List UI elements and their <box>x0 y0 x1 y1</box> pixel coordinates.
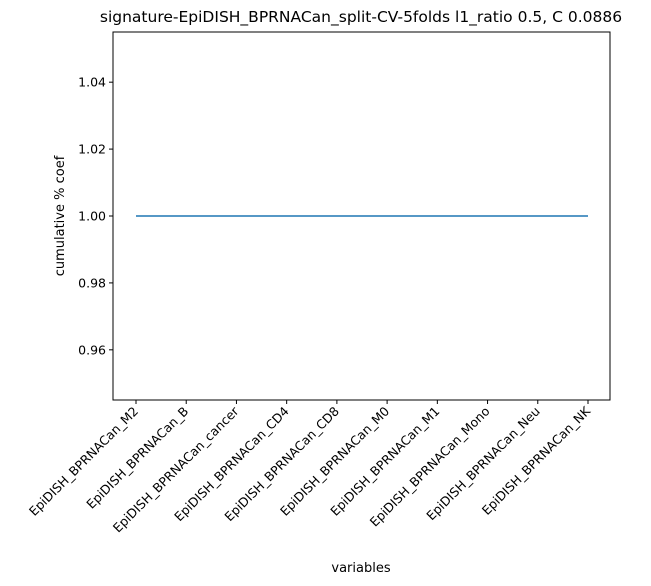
y-tick-label: 1.02 <box>78 142 106 157</box>
y-axis: 0.96 0.98 1.00 1.02 1.04 <box>78 75 113 357</box>
x-axis: EpiDISH_BPRNACan_M2EpiDISH_BPRNACan_BEpi… <box>26 400 594 535</box>
y-tick-label: 1.00 <box>78 209 106 224</box>
x-tick-label: EpiDISH_BPRNACan_B <box>83 404 191 512</box>
plot-area <box>112 31 611 401</box>
y-tick-label: 0.98 <box>78 275 106 290</box>
x-axis-label: variables <box>331 561 390 576</box>
y-tick-label: 1.04 <box>78 75 106 90</box>
y-tick-label: 0.96 <box>78 342 106 357</box>
chart-title: signature-EpiDISH_BPRNACan_split-CV-5fol… <box>100 8 622 27</box>
y-axis-label: cumulative % coef <box>53 155 68 276</box>
